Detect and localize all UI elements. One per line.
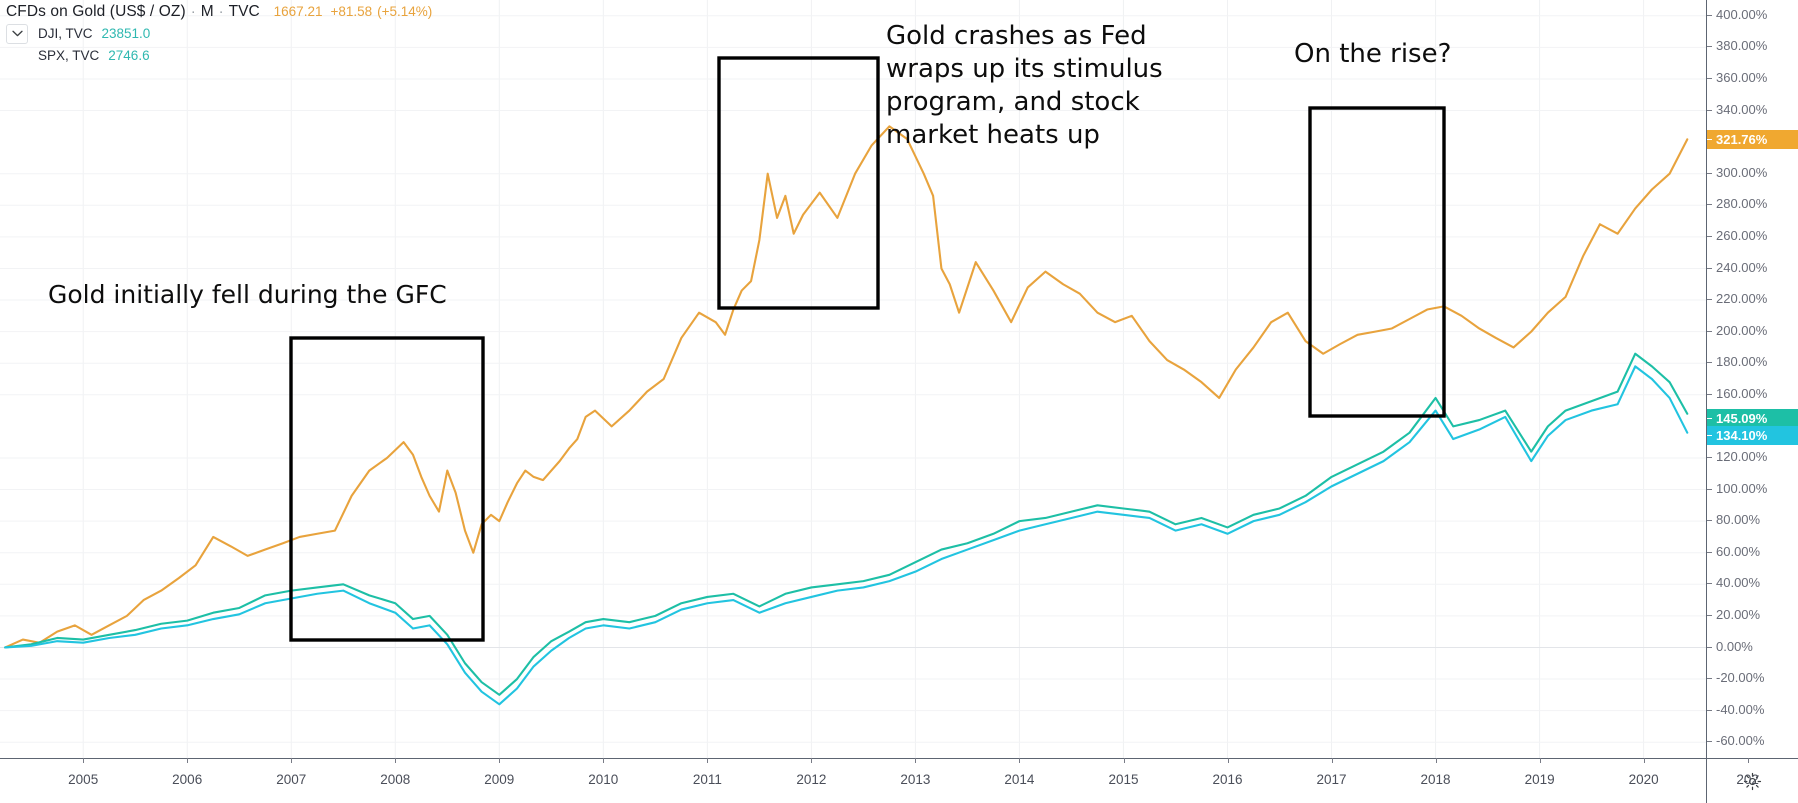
chart-settings-button[interactable] [1706, 759, 1798, 803]
tick-mark [1707, 614, 1712, 616]
price-axis-label: 200.00% [1716, 322, 1768, 338]
tick-mark [1707, 109, 1712, 111]
chart-plot-area[interactable] [0, 0, 1706, 758]
chart-canvas [0, 0, 1706, 758]
tick-mark [1707, 235, 1712, 237]
time-axis-label: 2016 [1212, 772, 1243, 787]
time-axis-tick [915, 758, 917, 763]
tick-mark [1707, 267, 1712, 269]
tick-mark [1707, 678, 1712, 679]
time-axis-label: 2007 [276, 772, 307, 787]
tick-mark [1707, 709, 1712, 711]
tick-mark [1707, 551, 1712, 553]
vertical-gridlines [82, 0, 1645, 758]
time-axis-label: 2019 [1524, 772, 1555, 787]
price-axis-label: 240.00% [1716, 259, 1768, 275]
price-axis-label: 400.00% [1716, 6, 1768, 22]
price-axis-label: 180.00% [1716, 354, 1768, 370]
time-axis-tick [707, 758, 709, 763]
horizontal-gridlines [0, 15, 1706, 743]
tick-mark [1707, 78, 1712, 79]
tick-mark [1707, 457, 1712, 458]
time-axis-label: 2012 [796, 772, 827, 787]
dji-price-badge[interactable]: 145.09% [1707, 408, 1798, 428]
time-axis-label: 2018 [1420, 772, 1451, 787]
gold-price-badge[interactable]: 321.76% [1707, 129, 1798, 149]
time-axis-tick [1227, 758, 1229, 763]
price-axis-label: 360.00% [1716, 70, 1768, 85]
tick-mark [1707, 330, 1712, 332]
tick-mark [1707, 299, 1712, 300]
tick-mark [1707, 741, 1712, 743]
time-axis-label: 2017 [1316, 772, 1347, 787]
price-axis-label: 220.00% [1716, 291, 1768, 306]
price-axis-label: 380.00% [1716, 38, 1768, 54]
price-axis-label: 80.00% [1716, 512, 1761, 528]
time-axis-tick [1539, 758, 1541, 763]
tick-mark [1707, 172, 1712, 174]
time-axis-tick [291, 758, 293, 763]
time-axis-tick [1643, 758, 1645, 763]
time-axis-tick [499, 758, 501, 763]
tick-mark [1707, 646, 1712, 648]
time-axis-label: 2020 [1628, 772, 1659, 787]
highlight-boxes [289, 56, 1446, 642]
time-axis-tick [1435, 758, 1437, 763]
price-axis-label: 20.00% [1716, 606, 1761, 622]
badge-tick-mark [1707, 138, 1712, 140]
time-axis[interactable]: 2005 2006 2007 2008 2009 2010 2011 2012 2013 2014… [0, 758, 1798, 803]
spx-price-badge[interactable]: 134.10% [1707, 426, 1798, 446]
chevron-down-icon[interactable] [6, 23, 28, 44]
time-axis-label: 2014 [1004, 772, 1035, 787]
price-axis-label: 160.00% [1716, 385, 1768, 401]
price-axis-label: 260.00% [1716, 227, 1768, 243]
tick-mark [1707, 46, 1712, 48]
badge-tick-mark [1707, 435, 1712, 437]
time-axis-label: 2005 [68, 772, 99, 787]
price-axis-label: 280.00% [1716, 196, 1768, 212]
gear-icon [1743, 772, 1762, 791]
time-axis-label: 2015 [1108, 772, 1139, 787]
tick-mark [1707, 520, 1712, 522]
badge-tick-mark [1707, 417, 1712, 419]
time-axis-label: 2008 [380, 772, 411, 787]
time-axis-label: 2011 [692, 772, 722, 787]
price-axis[interactable]: 400.00% 380.00% 360.00% 340.00% 300.00% 280.0… [1706, 0, 1798, 758]
price-axis-label: 0.00% [1716, 638, 1753, 654]
time-axis-label: 2009 [484, 772, 515, 787]
tick-mark [1707, 393, 1712, 395]
time-axis-tick [1331, 758, 1333, 763]
price-axis-label: 40.00% [1716, 575, 1761, 591]
price-axis-label: -60.00% [1716, 733, 1765, 749]
time-axis-tick [1123, 758, 1125, 763]
tick-mark [1707, 488, 1712, 490]
price-axis-label: 300.00% [1716, 164, 1768, 180]
time-axis-label: 2006 [172, 772, 203, 787]
time-axis-label: 2013 [900, 772, 931, 787]
time-axis-tick [603, 758, 605, 763]
tick-mark [1707, 14, 1712, 16]
time-axis-tick [1019, 758, 1021, 763]
time-axis-tick [1747, 758, 1749, 763]
time-axis-tick [395, 758, 397, 763]
time-axis-tick [811, 758, 813, 763]
price-axis-label: -20.00% [1716, 670, 1765, 685]
time-axis-tick [187, 758, 189, 763]
price-axis-label: 60.00% [1716, 543, 1761, 559]
price-axis-label: -40.00% [1716, 701, 1765, 717]
tick-mark [1707, 362, 1712, 364]
time-axis-label: 202 [1736, 772, 1759, 787]
tick-mark [1707, 204, 1712, 206]
price-axis-label: 100.00% [1716, 480, 1768, 496]
tick-mark [1707, 583, 1712, 585]
time-axis-tick [83, 758, 85, 763]
price-axis-label: 340.00% [1716, 101, 1768, 117]
time-axis-label: 2010 [588, 772, 619, 787]
price-axis-label: 120.00% [1716, 449, 1768, 464]
